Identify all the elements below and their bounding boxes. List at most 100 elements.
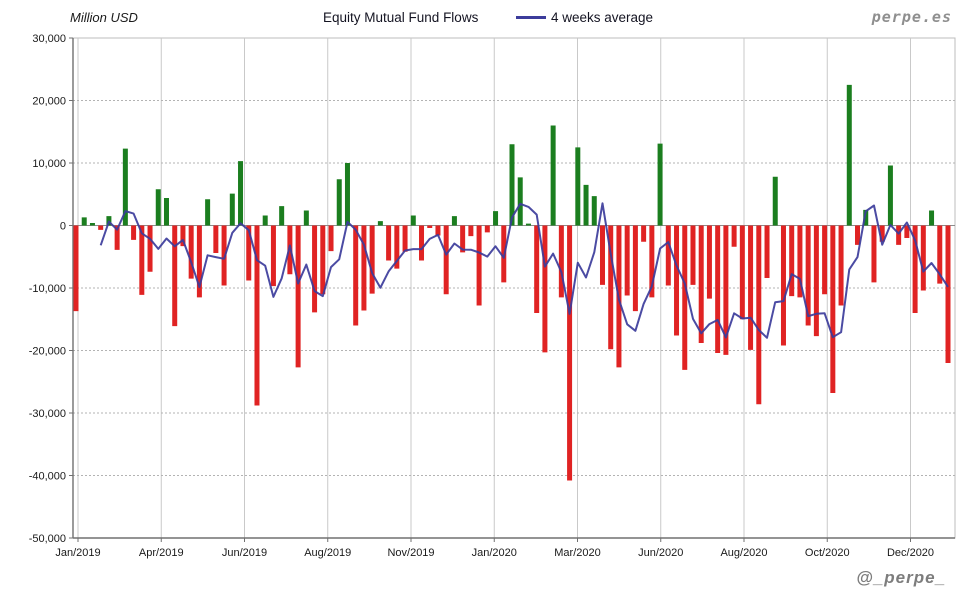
- flow-bar: [690, 225, 696, 285]
- flow-bar: [723, 225, 729, 355]
- flow-bar: [855, 225, 861, 245]
- average-line-swatch-icon: [516, 16, 546, 19]
- y-tick-label: 30,000: [32, 33, 66, 45]
- flow-bar: [361, 225, 367, 311]
- flow-bar: [147, 225, 153, 272]
- flow-bar: [196, 225, 202, 298]
- flow-bar: [937, 225, 943, 284]
- flow-bar: [813, 225, 819, 337]
- flow-bar: [73, 225, 79, 312]
- y-tick-label: -40,000: [29, 471, 66, 483]
- flow-bar: [706, 225, 712, 299]
- flow-bar: [468, 225, 474, 237]
- flow-bar: [838, 225, 844, 306]
- flow-bar: [188, 225, 194, 279]
- flow-bar: [114, 225, 120, 250]
- flow-bar: [665, 225, 671, 286]
- flow-bar: [353, 225, 359, 326]
- flow-bar: [460, 225, 466, 253]
- flow-bar: [698, 225, 704, 343]
- site-logo: perpe.es: [871, 8, 952, 26]
- flow-bar: [567, 225, 573, 481]
- flow-bar: [797, 225, 803, 298]
- flow-bar: [262, 215, 268, 226]
- flow-bar: [163, 198, 169, 226]
- flow-bar: [904, 225, 910, 238]
- flow-bar: [377, 221, 383, 226]
- flow-bar: [879, 225, 885, 242]
- flow-bar: [789, 225, 795, 297]
- flow-bar: [451, 216, 457, 226]
- x-tick-label: Aug/2019: [304, 547, 351, 559]
- y-tick-label: 20,000: [32, 96, 66, 108]
- flow-bar: [410, 215, 416, 226]
- flow-bar: [81, 217, 87, 226]
- flow-bar: [336, 179, 342, 226]
- flow-bar: [550, 125, 556, 226]
- x-tick-label: Jan/2019: [55, 547, 100, 559]
- x-tick-label: Jun/2019: [222, 547, 267, 559]
- flow-bar: [419, 225, 425, 261]
- flow-bar: [525, 223, 531, 226]
- flow-bar: [402, 225, 408, 252]
- flow-bar: [443, 225, 449, 295]
- x-tick-label: Jun/2020: [638, 547, 683, 559]
- flow-bar: [221, 225, 227, 286]
- flow-bar: [435, 225, 441, 236]
- flow-bar: [805, 225, 811, 326]
- y-axis-labels: 30,000 20,000 10,000 0 -10,000 -20,000 -30,000…: [29, 33, 66, 545]
- flow-bar: [295, 225, 301, 368]
- flow-bar: [180, 225, 186, 247]
- flow-bar: [205, 199, 211, 226]
- flow-bar: [912, 225, 918, 313]
- flow-bar: [509, 144, 515, 226]
- y-tick-label: -30,000: [29, 408, 66, 420]
- flow-bar: [517, 177, 523, 226]
- y-tick-label: -10,000: [29, 283, 66, 295]
- y-axis-title: Million USD: [70, 10, 138, 25]
- four-week-average-line: [99, 202, 949, 339]
- flow-bar: [599, 225, 605, 285]
- flow-bar: [238, 161, 244, 226]
- flow-bar: [328, 225, 334, 252]
- page-title: Equity Mutual Fund Flows: [323, 10, 479, 25]
- flow-bar: [427, 225, 433, 228]
- y-tick-label: -20,000: [29, 346, 66, 358]
- flow-bar: [674, 225, 680, 336]
- x-axis-labels: Jan/2019 Apr/2019 Jun/2019 Aug/2019 Nov/2019…: [55, 547, 934, 559]
- flow-bar: [312, 225, 318, 313]
- flow-bar: [254, 225, 260, 406]
- flow-bar: [558, 225, 564, 298]
- flow-bar: [929, 210, 935, 226]
- flow-bar: [484, 225, 490, 233]
- x-tick-label: Oct/2020: [805, 547, 850, 559]
- flow-bar: [229, 193, 235, 226]
- flow-bar: [270, 225, 276, 287]
- flow-bar: [320, 225, 326, 295]
- x-tick-label: Mar/2020: [554, 547, 600, 559]
- flow-bar: [344, 163, 350, 226]
- x-tick-label: Aug/2020: [720, 547, 767, 559]
- flow-bar: [871, 225, 877, 283]
- flow-bar: [739, 225, 745, 320]
- x-tick-label: Apr/2019: [139, 547, 184, 559]
- flow-bar: [772, 176, 778, 226]
- flow-bar: [756, 225, 762, 405]
- x-tick-label: Nov/2019: [387, 547, 434, 559]
- flow-bar: [649, 225, 655, 298]
- flow-bar: [394, 225, 400, 269]
- flow-bar: [748, 225, 754, 350]
- twitter-handle: @_perpe_: [856, 568, 946, 587]
- flow-bar: [780, 225, 786, 346]
- flow-bars: [73, 84, 951, 481]
- flow-bar: [731, 225, 737, 247]
- flow-bar: [657, 143, 663, 226]
- legend: 4 weeks average: [516, 10, 653, 25]
- flow-bar: [591, 196, 597, 226]
- flow-bar: [89, 223, 95, 226]
- flow-bar: [583, 184, 589, 226]
- flow-bar: [155, 189, 161, 226]
